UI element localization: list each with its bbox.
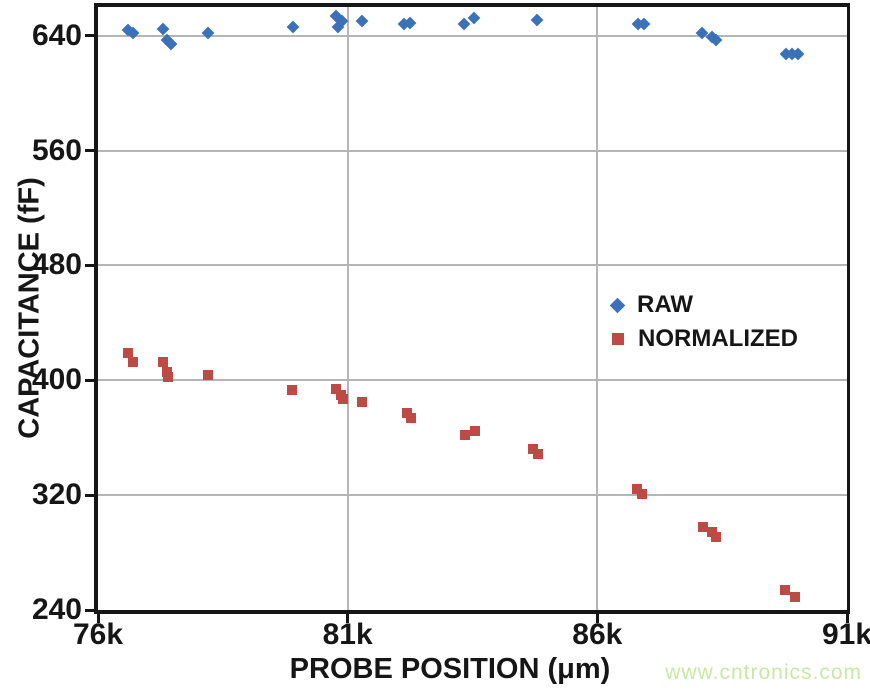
x-axis-title: PROBE POSITION (μm) <box>289 653 611 685</box>
y-axis-tick <box>85 608 94 612</box>
data-point-normalized <box>286 385 297 396</box>
data-point-raw <box>156 22 170 35</box>
x-axis-tick <box>346 614 350 623</box>
y-axis-title: CAPACITANCE (fF) <box>13 177 46 439</box>
data-point-normalized <box>122 348 133 358</box>
y-axis-tick <box>85 493 94 497</box>
data-point-normalized <box>357 396 368 407</box>
y-axis-tick <box>85 263 94 267</box>
gridline-horizontal <box>98 379 847 382</box>
data-point-raw <box>355 14 369 28</box>
data-point-raw <box>201 26 215 40</box>
gridline-vertical <box>346 7 349 610</box>
data-point-normalized <box>636 488 647 499</box>
gridline-vertical <box>596 7 599 610</box>
data-point-normalized <box>790 592 801 603</box>
data-point-normalized <box>338 393 349 404</box>
gridline-horizontal <box>98 34 847 37</box>
gridline-horizontal <box>98 264 847 267</box>
legend: RAW NORMALIZED <box>609 288 798 356</box>
legend-label-raw: RAW <box>637 291 693 318</box>
legend-item-normalized: NORMALIZED <box>612 322 798 356</box>
data-point-raw <box>530 13 544 27</box>
x-tick-label: 81k <box>322 618 373 651</box>
data-point-normalized <box>710 531 721 542</box>
data-point-normalized <box>406 412 417 423</box>
data-point-raw <box>286 20 300 34</box>
x-tick-label: 86k <box>572 618 623 651</box>
y-tick-label: 480 <box>31 248 82 282</box>
y-tick-label: 560 <box>31 133 82 167</box>
normalized-marker-icon <box>612 333 624 345</box>
plot-area: RAW NORMALIZED <box>85 3 850 623</box>
data-point-normalized <box>161 366 172 377</box>
y-tick-label: 640 <box>31 18 82 52</box>
x-tick-label: 76k <box>72 618 124 651</box>
gridline-horizontal <box>98 494 847 497</box>
x-axis-tick <box>845 614 849 623</box>
y-axis-tick <box>85 34 94 38</box>
y-tick-label: 240 <box>31 593 82 626</box>
x-axis-tick <box>595 614 599 623</box>
gridline-horizontal <box>98 149 847 152</box>
y-tick-label: 320 <box>31 478 82 512</box>
data-point-normalized <box>469 425 480 436</box>
data-point-normalized <box>127 356 138 367</box>
data-point-normalized <box>162 372 173 383</box>
y-axis-tick <box>85 378 94 382</box>
watermark: www.cntronics.com <box>665 661 862 684</box>
legend-label-normalized: NORMALIZED <box>638 325 798 352</box>
y-tick-label: 400 <box>31 363 82 397</box>
data-point-normalized <box>157 356 168 367</box>
y-axis-tick <box>85 149 94 153</box>
raw-marker-icon <box>609 297 626 313</box>
data-point-normalized <box>202 369 213 380</box>
legend-item-raw: RAW <box>609 288 798 322</box>
x-tick-label: 91k <box>821 618 870 651</box>
x-axis-tick <box>96 614 100 623</box>
data-point-normalized <box>697 521 708 532</box>
data-point-normalized <box>780 584 791 595</box>
data-point-normalized <box>460 429 470 440</box>
data-point-normalized <box>331 383 342 394</box>
data-point-normalized <box>532 448 543 459</box>
